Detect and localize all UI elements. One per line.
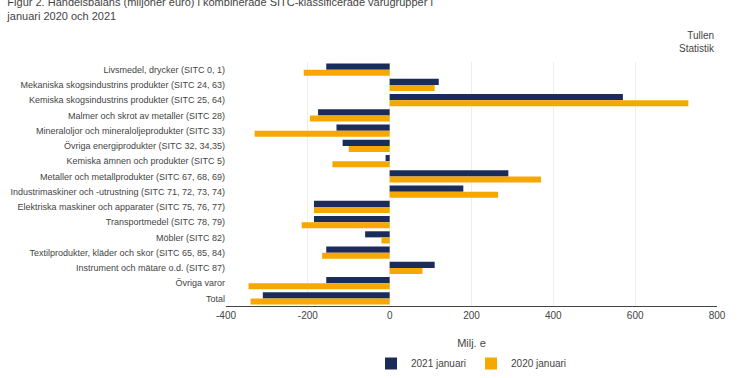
- svg-text:Övriga energiprodukter (SITC 3: Övriga energiprodukter (SITC 32, 34,35): [64, 141, 225, 151]
- svg-text:TullenStatistik: TullenStatistik: [679, 30, 715, 54]
- svg-text:600: 600: [627, 310, 644, 321]
- svg-text:400: 400: [545, 310, 562, 321]
- svg-text:2020 januari: 2020 januari: [511, 358, 566, 369]
- svg-text:Möbler (SITC 82): Möbler (SITC 82): [156, 233, 225, 243]
- svg-text:Textilprodukter, kläder och sk: Textilprodukter, kläder och skor (SITC 6…: [29, 248, 225, 258]
- svg-text:Mineraloljor och mineraloljepr: Mineraloljor och mineraloljeprodukter (S…: [36, 126, 225, 136]
- svg-text:Figur 2. Handelsbalans (miljon: Figur 2. Handelsbalans (miljoner euro) i…: [6, 0, 433, 22]
- svg-text:Kemiska ämnen och produkter (S: Kemiska ämnen och produkter (SITC 5): [66, 156, 225, 166]
- svg-text:Elektriska maskiner och appara: Elektriska maskiner och apparater (SITC …: [17, 202, 225, 212]
- svg-text:Instrument och mätare o.d. (SI: Instrument och mätare o.d. (SITC 87): [76, 263, 225, 273]
- svg-text:Övriga varor: Övriga varor: [175, 278, 225, 288]
- svg-text:Industrimaskiner och -utrustni: Industrimaskiner och -utrustning (SITC 7…: [10, 187, 225, 197]
- svg-text:Kemiska skogsindustrins produk: Kemiska skogsindustrins produkter (SITC …: [29, 95, 225, 105]
- svg-text:800: 800: [709, 310, 726, 321]
- svg-text:200: 200: [463, 310, 480, 321]
- svg-text:Metaller och metallprodukter (: Metaller och metallprodukter (SITC 67, 6…: [40, 172, 225, 182]
- svg-text:0: 0: [387, 310, 393, 321]
- svg-text:Total: Total: [206, 294, 225, 304]
- svg-text:Mekaniska skogsindustrins prod: Mekaniska skogsindustrins produkter (SIT…: [20, 80, 225, 90]
- svg-text:2021 januari: 2021 januari: [411, 358, 466, 369]
- svg-text:-400: -400: [216, 310, 236, 321]
- svg-text:Transportmedel (SITC 78, 79): Transportmedel (SITC 78, 79): [106, 217, 225, 227]
- svg-text:Livsmedel, drycker (SITC 0, 1): Livsmedel, drycker (SITC 0, 1): [103, 65, 225, 75]
- svg-text:Malmer och skrot av metaller (: Malmer och skrot av metaller (SITC 28): [68, 111, 225, 121]
- svg-text:Milj. e: Milj. e: [457, 337, 486, 349]
- svg-text:-200: -200: [298, 310, 318, 321]
